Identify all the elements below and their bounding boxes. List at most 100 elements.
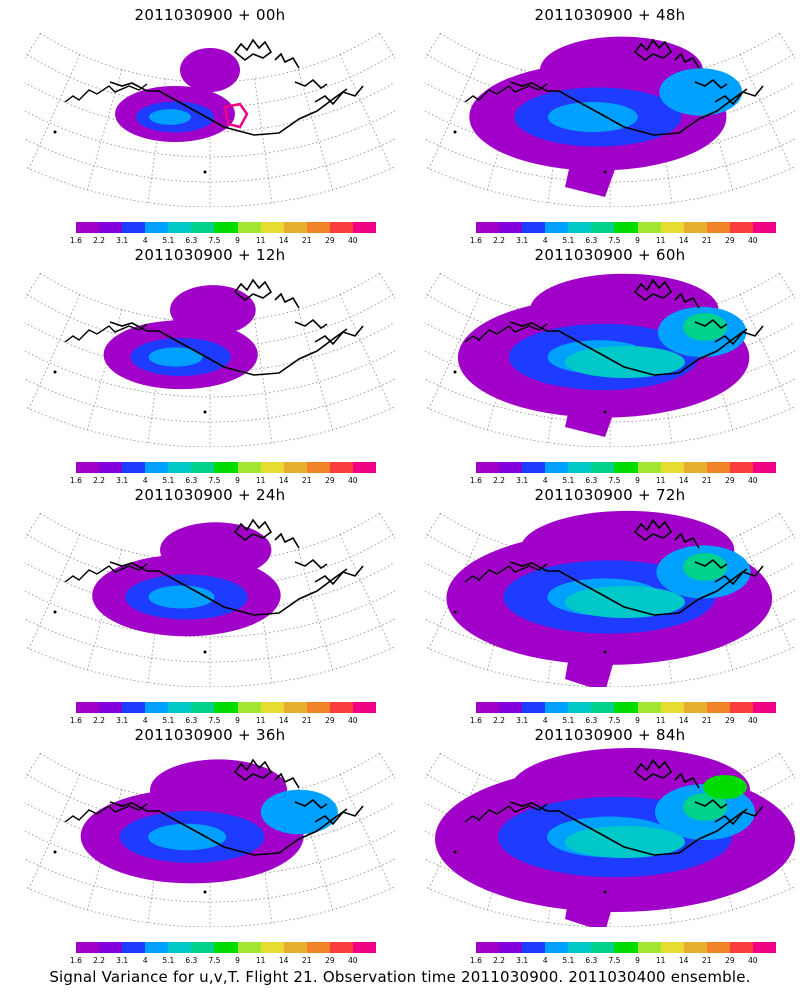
colorbar-tick-label: 7.5	[208, 716, 221, 725]
colorbar-tick-label: 2.2	[93, 956, 106, 965]
colorbar-tick-label: 2.2	[93, 476, 106, 485]
colorbar-tick-label: 11	[655, 716, 666, 725]
colorbar-tick-label: 5.1	[562, 716, 575, 725]
colorbar-swatch	[191, 942, 215, 953]
colorbar	[76, 462, 377, 473]
colorbar-swatch	[237, 462, 261, 473]
colorbar-tick-label: 5.1	[162, 476, 175, 485]
colorbar-swatch	[306, 222, 330, 233]
colorbar-swatch	[306, 462, 330, 473]
colorbar-swatch	[76, 222, 100, 233]
colorbar-tick-label: 14	[678, 956, 689, 965]
colorbar-tick-label: 40	[748, 716, 758, 725]
colorbar-tick-label: 21	[701, 716, 712, 725]
colorbar-tick-label: 5.1	[562, 476, 575, 485]
colorbar-tick-label: 21	[701, 476, 712, 485]
colorbar-swatch	[545, 222, 569, 233]
colorbar-labels: 1.6 2.2 3.1 4 5.1 6.3 7.5 9 11 14 21 29 40	[470, 956, 776, 966]
colorbar-swatch	[329, 462, 353, 473]
colorbar-swatch	[706, 702, 730, 713]
colorbar-swatch	[545, 942, 569, 953]
colorbar-labels: 1.6 2.2 3.1 4 5.1 6.3 7.5 9 11 14 21 29 40	[470, 236, 776, 246]
colorbar-tick-label: 6.3	[585, 476, 598, 485]
colorbar-tick-label: 11	[255, 236, 266, 245]
colorbar-tick-label: 21	[301, 236, 312, 245]
coastlines	[53, 758, 364, 894]
colorbar-tick-label: 21	[301, 476, 312, 485]
colorbar-tick-label: 4	[542, 716, 548, 725]
colorbar-tick-label: 29	[325, 956, 335, 965]
colorbar-tick-label: 6.3	[585, 716, 598, 725]
colorbar-swatch	[99, 462, 123, 473]
colorbar-tick-label: 9	[635, 956, 640, 965]
forecast-panel: 2011030900 + 60h 1.6 2.2 3.1 4 5.1 6.3 7.5 9 11 14…	[420, 240, 800, 485]
colorbar-tick-label: 14	[278, 716, 289, 725]
polar-map	[425, 510, 795, 687]
polar-map	[25, 273, 395, 447]
colorbar-swatch	[660, 942, 684, 953]
colorbar-tick-label: 21	[701, 236, 712, 245]
colorbar-tick-label: 6.3	[185, 236, 198, 245]
colorbar-tick-label: 4	[542, 956, 548, 965]
colorbar-swatch	[614, 222, 638, 233]
colorbar-tick-label: 6.3	[185, 476, 198, 485]
colorbar-swatch	[568, 702, 592, 713]
colorbar-tick-label: 7.5	[208, 476, 221, 485]
colorbar-tick-label: 4	[542, 236, 548, 245]
colorbar-swatch	[237, 702, 261, 713]
forecast-panel: 2011030900 + 24h 1.6 2.2 3.1 4 5.1 6.3 7.5 9 11 14…	[20, 480, 400, 725]
colorbar-swatch	[499, 222, 523, 233]
colorbar-swatch	[683, 222, 707, 233]
colorbar-swatch	[329, 942, 353, 953]
colorbar-swatch	[260, 222, 284, 233]
colorbar-tick-label: 1.6	[470, 476, 482, 485]
colorbar-tick-label: 40	[348, 956, 358, 965]
colorbar-swatch	[168, 942, 192, 953]
colorbar-tick-label: 29	[325, 236, 335, 245]
colorbar-tick-label: 2.2	[493, 716, 506, 725]
colorbar-tick-label: 6.3	[585, 236, 598, 245]
colorbar-swatch	[752, 462, 777, 473]
colorbar-swatch	[545, 702, 569, 713]
colorbar-tick-label: 7.5	[608, 956, 621, 965]
colorbar	[476, 702, 777, 713]
colorbar	[476, 462, 777, 473]
colorbar-swatch	[329, 702, 353, 713]
colorbar-swatch	[683, 942, 707, 953]
colorbar-tick-label: 1.6	[70, 716, 82, 725]
colorbar-swatch	[283, 462, 307, 473]
colorbar-tick-label: 1.6	[70, 476, 82, 485]
colorbar-swatch	[122, 462, 146, 473]
colorbar-swatch	[729, 702, 753, 713]
colorbar-swatch	[476, 942, 500, 953]
variance-field	[103, 285, 258, 390]
colorbar-swatch	[99, 702, 123, 713]
colorbar	[76, 942, 377, 953]
colorbar-tick-label: 11	[655, 956, 666, 965]
colorbar-tick-label: 29	[725, 236, 735, 245]
colorbar-swatch	[352, 222, 377, 233]
polar-map	[25, 33, 395, 207]
coastlines	[453, 278, 764, 414]
colorbar-tick-label: 7.5	[608, 236, 621, 245]
colorbar-swatch	[637, 702, 661, 713]
colorbar-swatch	[237, 222, 261, 233]
colorbar-tick-label: 14	[678, 236, 689, 245]
colorbar-swatch	[476, 702, 500, 713]
coastlines	[453, 38, 764, 174]
colorbar-swatch	[614, 462, 638, 473]
colorbar-swatch	[637, 222, 661, 233]
variance-field	[80, 759, 338, 884]
colorbar-tick-label: 11	[655, 236, 666, 245]
colorbar-swatch	[99, 942, 123, 953]
colorbar-swatch	[660, 222, 684, 233]
colorbar-tick-label: 9	[235, 716, 240, 725]
colorbar-swatch	[76, 942, 100, 953]
coastlines	[53, 278, 364, 414]
colorbar-swatch	[122, 942, 146, 953]
colorbar-swatch	[683, 702, 707, 713]
colorbar-swatch	[499, 462, 523, 473]
colorbar-swatch	[168, 702, 192, 713]
colorbar-tick-label: 1.6	[470, 716, 482, 725]
colorbar-swatch	[145, 942, 169, 953]
